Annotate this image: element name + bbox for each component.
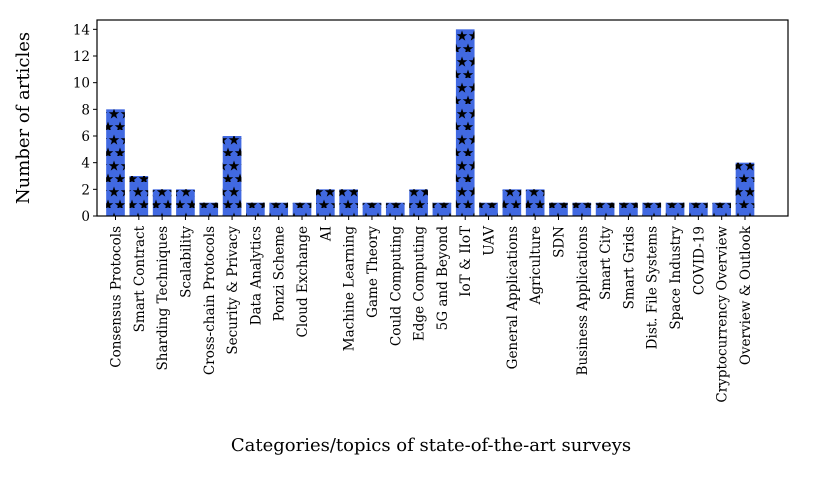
bar-hatch xyxy=(595,202,615,216)
y-tick-label: 10 xyxy=(73,76,90,92)
bar-hatch xyxy=(549,202,568,216)
x-tick-label: Cross-chain Protocols xyxy=(202,226,218,375)
bar-hatch xyxy=(316,189,335,216)
x-tick-label: Business Applications xyxy=(575,226,591,376)
x-tick-label: Data Analytics xyxy=(248,226,264,325)
x-tick-label: Game Theory xyxy=(365,226,381,318)
bar-hatch xyxy=(222,136,242,216)
x-axis-label: Categories/topics of state-of-the-art su… xyxy=(231,435,631,456)
bar-hatch xyxy=(432,202,452,216)
x-tick-label: Security & Privacy xyxy=(225,226,241,355)
x-tick-label: AI xyxy=(318,226,334,242)
bar-hatch xyxy=(409,189,428,216)
y-tick-label: 14 xyxy=(73,22,90,38)
y-tick-label: 4 xyxy=(81,156,90,172)
bar-hatch xyxy=(362,202,382,216)
x-tick-label: Consensus Protocols xyxy=(109,226,125,368)
bar-hatch xyxy=(106,109,125,216)
x-tick-label: UAV xyxy=(482,226,498,256)
y-tick-label: 0 xyxy=(81,209,90,225)
x-tick-label: Machine Learning xyxy=(342,226,358,352)
x-tick-label: Sharding Techniques xyxy=(155,226,171,371)
x-tick-label: Smart Contract xyxy=(132,225,148,332)
x-tick-label: Dist. File Systems xyxy=(645,226,661,349)
y-tick-label: 12 xyxy=(73,49,90,65)
bar-hatch xyxy=(572,202,592,216)
bar-hatch xyxy=(665,202,685,216)
x-tick-label: Could Computing xyxy=(388,226,404,346)
bar-hatch xyxy=(199,202,219,216)
bar-hatch xyxy=(642,202,662,216)
x-tick-label: Overview & Outlook xyxy=(738,225,754,365)
y-tick-label: 8 xyxy=(81,102,90,118)
x-tick-label: COVID-19 xyxy=(691,226,707,295)
bar-hatch xyxy=(129,176,149,216)
x-axis: Consensus Protocols Smart Contract Shardin… xyxy=(109,216,754,403)
bar-hatch xyxy=(339,189,358,216)
bar-hatch xyxy=(246,202,265,216)
y-tick-label: 2 xyxy=(81,182,90,198)
x-tick-label: IoT & IIoT xyxy=(458,226,474,297)
bar-hatch xyxy=(269,202,289,216)
x-tick-label: Smart Grids xyxy=(621,226,637,309)
plot-frame xyxy=(96,19,789,217)
x-tick-label: General Applications xyxy=(505,226,521,369)
bar-hatch xyxy=(619,202,638,216)
bar-hatch xyxy=(502,189,522,216)
bar-hatch xyxy=(735,162,755,216)
x-tick-label: Ponzi Scheme xyxy=(272,226,288,321)
x-tick-label: Cloud Exchange xyxy=(295,226,311,338)
bar-hatch xyxy=(385,202,405,216)
x-tick-label: SDN xyxy=(551,226,567,258)
x-tick-label: Scalability xyxy=(178,226,194,298)
bars xyxy=(106,29,755,216)
y-axis: 0 2 4 6 8 10 12 14 xyxy=(73,22,97,225)
bar-hatch xyxy=(689,202,708,216)
bar-hatch xyxy=(712,202,732,216)
bar-hatch xyxy=(525,189,545,216)
bar-hatch xyxy=(176,189,195,216)
bar-hatch xyxy=(152,189,172,216)
bar-hatch xyxy=(292,202,312,216)
bar-hatch xyxy=(479,202,498,216)
x-tick-label: Cryptocurrency Overview xyxy=(715,226,731,403)
x-tick-label: Space Industry xyxy=(668,226,684,330)
y-tick-label: 6 xyxy=(81,129,90,145)
y-axis-label: Number of articles xyxy=(13,32,34,204)
x-tick-label: Edge Computing xyxy=(412,226,428,341)
x-tick-label: Agriculture xyxy=(528,226,544,305)
x-tick-label: 5G and Beyond xyxy=(435,226,451,331)
x-tick-label: Smart City xyxy=(598,226,614,300)
bar-hatch xyxy=(455,29,475,216)
